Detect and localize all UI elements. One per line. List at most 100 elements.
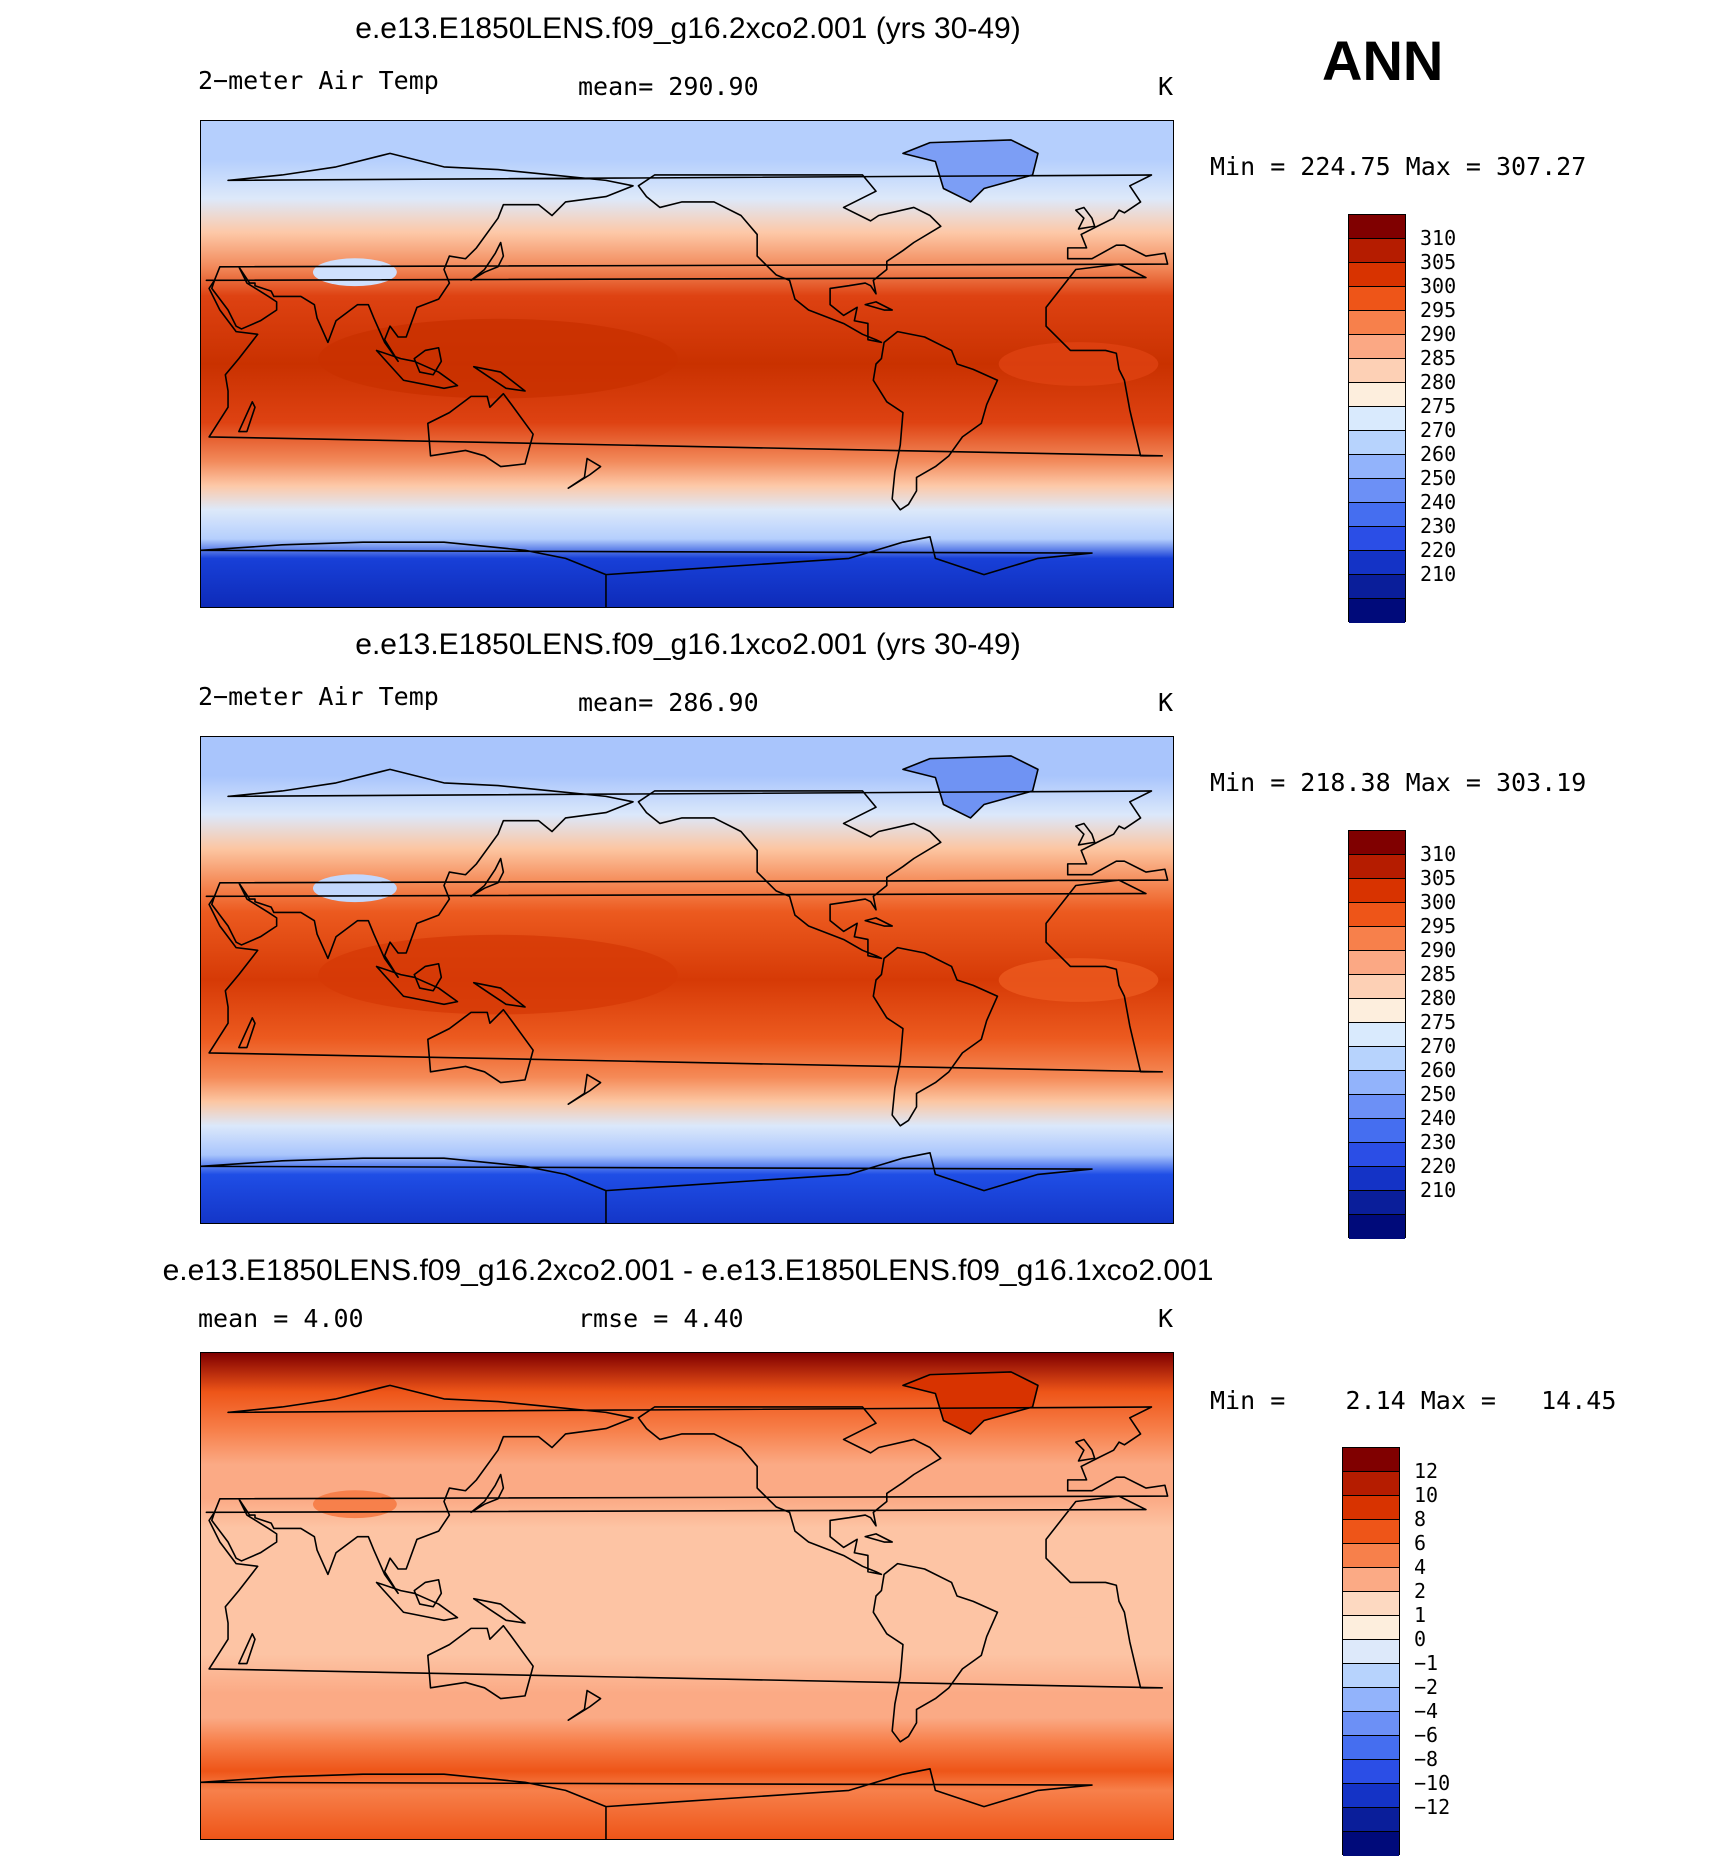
panel-1-variable-label: 2−meter Air Temp	[198, 66, 439, 95]
panel-3-rmse-label: rmse = 4.40	[578, 1304, 744, 1333]
coastline-antarctica	[201, 1767, 1093, 1839]
panel-3-map	[200, 1352, 1174, 1840]
colorbar-tick-label: 230	[1420, 1130, 1457, 1154]
colorbar-tick-label: −12	[1414, 1795, 1451, 1819]
colorbar-tick-label: 280	[1420, 370, 1457, 394]
colorbar-tick-label: 260	[1420, 1058, 1457, 1082]
panel-2-map	[200, 736, 1174, 1224]
coastline-uk	[1075, 1438, 1096, 1462]
panel-1-colorbar	[1348, 214, 1406, 623]
colorbar-tick-label: −1	[1414, 1651, 1439, 1675]
panel-1-title: e.e13.E1850LENS.f09_g16.2xco2.001 (yrs 3…	[355, 12, 1021, 45]
coastline-africa	[205, 1495, 1164, 1689]
coastline-indonesia	[375, 349, 459, 390]
colorbar-tick-label: 285	[1420, 346, 1457, 370]
coastline-eurasia	[210, 768, 1169, 979]
colorbar-box	[1343, 1592, 1399, 1616]
colorbar-box	[1349, 239, 1405, 263]
panel-1-mean-label: mean= 290.90	[578, 72, 759, 101]
colorbar-box	[1349, 1095, 1405, 1119]
colorbar-tick-label: 285	[1420, 962, 1457, 986]
colorbar-tick-label: 10	[1414, 1483, 1439, 1507]
coastline-nz	[567, 1689, 602, 1721]
colorbar-box	[1349, 479, 1405, 503]
panel-2-colorbar	[1348, 830, 1406, 1239]
colorbar-tick-label: 305	[1420, 250, 1457, 274]
coastline-indonesia	[375, 965, 459, 1006]
colorbar-box	[1349, 879, 1405, 903]
colorbar-box	[1343, 1544, 1399, 1568]
colorbar-tick-label: −10	[1414, 1771, 1451, 1795]
colorbar-box	[1349, 431, 1405, 455]
greenland-ice	[902, 139, 1038, 202]
panel-3-colorbar	[1342, 1447, 1400, 1856]
colorbar-tick-label: 210	[1420, 562, 1457, 586]
colorbar-box	[1343, 1712, 1399, 1736]
greenland-ice	[902, 755, 1038, 818]
warm-pool	[318, 318, 678, 399]
greenland-ice	[902, 1371, 1038, 1434]
panel-3-minmax: Min = 2.14 Max = 14.45	[1210, 1386, 1617, 1415]
colorbar-tick-label: 290	[1420, 938, 1457, 962]
coastline-africa	[205, 263, 1164, 457]
colorbar-tick-label: 300	[1420, 890, 1457, 914]
warm-pool	[318, 934, 678, 1015]
colorbar-box	[1349, 975, 1405, 999]
colorbar-tick-label: −8	[1414, 1747, 1439, 1771]
coastlines	[201, 1371, 1169, 1839]
panel-2-mean-label: mean= 286.90	[578, 688, 759, 717]
colorbar-box	[1349, 927, 1405, 951]
colorbar-tick-label: 310	[1420, 226, 1457, 250]
colorbar-tick-label: 295	[1420, 914, 1457, 938]
colorbar-tick-label: 230	[1420, 514, 1457, 538]
colorbar-box	[1349, 831, 1405, 855]
colorbar-tick-label: 250	[1420, 466, 1457, 490]
colorbar-tick-label: 305	[1420, 866, 1457, 890]
coastline-newguinea	[472, 981, 526, 1008]
coastline-uk	[1075, 822, 1096, 846]
panel-3-mean-label: mean = 4.00	[198, 1304, 364, 1333]
colorbar-tick-label: 290	[1420, 322, 1457, 346]
panel-2-variable-label: 2−meter Air Temp	[198, 682, 439, 711]
colorbar-box	[1343, 1472, 1399, 1496]
panel-1-map	[200, 120, 1174, 608]
colorbar-box	[1349, 855, 1405, 879]
colorbar-box	[1343, 1736, 1399, 1760]
colorbar-box	[1343, 1496, 1399, 1520]
colorbar-tick-label: 280	[1420, 986, 1457, 1010]
colorbar-box	[1343, 1520, 1399, 1544]
colorbar-box	[1349, 1191, 1405, 1215]
colorbar-tick-label: 295	[1420, 298, 1457, 322]
tibetan-plateau	[312, 874, 397, 903]
coastline-antarctica	[201, 1151, 1093, 1223]
colorbar-tick-label: 2	[1414, 1579, 1427, 1603]
colorbar-box	[1343, 1832, 1399, 1856]
colorbar-box	[1349, 263, 1405, 287]
atlantic-warm	[998, 1574, 1159, 1618]
colorbar-box	[1349, 311, 1405, 335]
colorbar-tick-label: 300	[1420, 274, 1457, 298]
colorbar-tick-label: −2	[1414, 1675, 1439, 1699]
colorbar-box	[1343, 1448, 1399, 1472]
coastline-greenland	[902, 1371, 1039, 1435]
panel-2-units-label: K	[1158, 688, 1174, 717]
coastline-madagascar	[238, 1017, 256, 1049]
coastline-samerica	[872, 330, 999, 511]
colorbar-tick-label: 310	[1420, 842, 1457, 866]
colorbar-box	[1343, 1808, 1399, 1832]
colorbar-tick-label: 275	[1420, 1010, 1457, 1034]
coastline-australia	[427, 1624, 534, 1700]
coastline-africa	[205, 879, 1164, 1073]
coastline-namerica	[637, 790, 942, 960]
colorbar-tick-label: 220	[1420, 1154, 1457, 1178]
colorbar-box	[1349, 1119, 1405, 1143]
coastline-indonesia	[375, 1581, 459, 1622]
panel-2-title: e.e13.E1850LENS.f09_g16.1xco2.001 (yrs 3…	[355, 628, 1021, 661]
coastline-newguinea	[472, 1597, 526, 1624]
colorbar-box	[1343, 1760, 1399, 1784]
colorbar-box	[1349, 383, 1405, 407]
panel-3-title: e.e13.E1850LENS.f09_g16.2xco2.001 - e.e1…	[162, 1254, 1214, 1287]
colorbar-tick-label: 8	[1414, 1507, 1427, 1531]
colorbar-box	[1343, 1640, 1399, 1664]
colorbar-box	[1343, 1784, 1399, 1808]
